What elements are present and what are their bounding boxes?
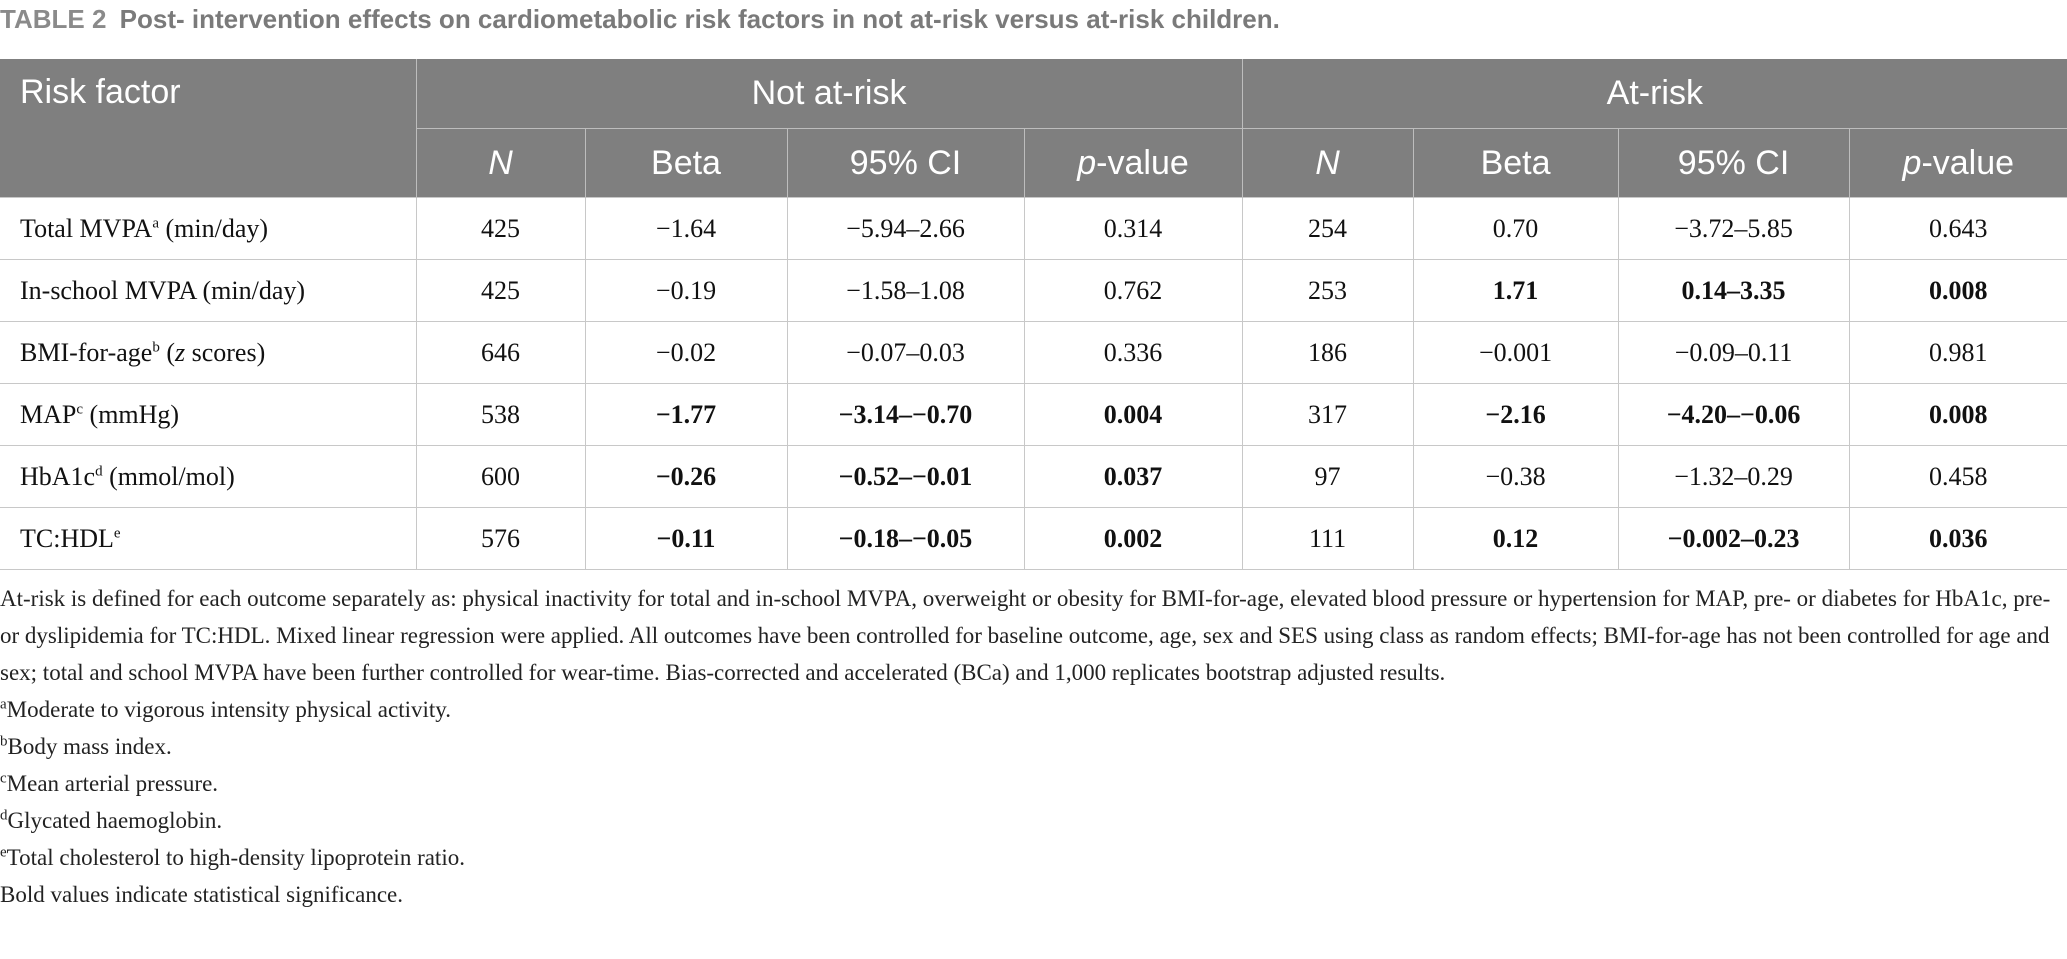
header-n: N — [1242, 128, 1414, 198]
table-title: Post- intervention effects on cardiometa… — [119, 4, 1280, 34]
table-caption: TABLE 2 Post- intervention effects on ca… — [0, 4, 1280, 35]
cell: 253 — [1241, 259, 1414, 322]
results-table: Risk factor Not at-risk At-risk N Beta 9… — [0, 59, 2067, 570]
cell-significant: −0.18–−0.05 — [786, 507, 1025, 570]
cell: 254 — [1241, 197, 1414, 260]
footnote-a: aModerate to vigorous intensity physical… — [0, 696, 452, 722]
cell-significant: 0.036 — [1848, 507, 2067, 570]
cell-significant: −1.77 — [584, 383, 788, 446]
cell-significant: 0.002 — [1023, 507, 1243, 570]
row-label: BMI-for-ageb (z scores) — [0, 321, 417, 384]
cell: 0.70 — [1412, 197, 1619, 260]
row-label: Total MVPAa (min/day) — [0, 197, 417, 260]
header-p-value: p-value — [1849, 128, 2067, 198]
header-at-risk: At-risk — [1242, 59, 2067, 129]
cell: 538 — [415, 383, 586, 446]
cell: −0.09–0.11 — [1617, 321, 1850, 384]
header-p-value: p-value — [1024, 128, 1243, 198]
table-row: In-school MVPA (min/day) 425 −0.19 −1.58… — [0, 259, 2067, 322]
cell: −1.58–1.08 — [786, 259, 1025, 322]
header-ci: 95% CI — [1618, 128, 1850, 198]
cell: 646 — [415, 321, 586, 384]
cell-significant: 0.004 — [1023, 383, 1243, 446]
cell: −3.72–5.85 — [1617, 197, 1850, 260]
cell: −5.94–2.66 — [786, 197, 1025, 260]
header-beta: Beta — [585, 128, 788, 198]
header-risk-factor: Risk factor — [0, 59, 417, 198]
notes-main: At-risk is defined for each outcome sepa… — [0, 586, 2051, 685]
cell: 0.981 — [1848, 321, 2067, 384]
cell: 0.458 — [1848, 445, 2067, 508]
cell: 576 — [415, 507, 586, 570]
cell: 0.643 — [1848, 197, 2067, 260]
cell: 0.314 — [1023, 197, 1243, 260]
table-row: MAPc (mmHg) 538 −1.77 −3.14–−0.70 0.004 … — [0, 383, 2067, 446]
cell: −0.02 — [584, 321, 788, 384]
cell-significant: 0.008 — [1848, 383, 2067, 446]
cell-significant: 0.037 — [1023, 445, 1243, 508]
table-row: BMI-for-ageb (z scores) 646 −0.02 −0.07–… — [0, 321, 2067, 384]
table-row: Total MVPAa (min/day) 425 −1.64 −5.94–2.… — [0, 197, 2067, 260]
cell: 97 — [1241, 445, 1414, 508]
cell: −0.07–0.03 — [786, 321, 1025, 384]
row-label: In-school MVPA (min/day) — [0, 259, 417, 322]
cell-significant: 0.14–3.35 — [1617, 259, 1850, 322]
cell-significant: −0.002–0.23 — [1617, 507, 1850, 570]
table-label: TABLE 2 — [0, 4, 107, 34]
cell: 317 — [1241, 383, 1414, 446]
cell-significant: −2.16 — [1412, 383, 1619, 446]
footnote-b: bBody mass index. — [0, 733, 172, 759]
cell: −0.38 — [1412, 445, 1619, 508]
cell-significant: 1.71 — [1412, 259, 1619, 322]
table-row: HbA1cd (mmol/mol) 600 −0.26 −0.52–−0.01 … — [0, 445, 2067, 508]
cell: 0.762 — [1023, 259, 1243, 322]
cell: 111 — [1241, 507, 1414, 570]
row-label: TC:HDLe — [0, 507, 417, 570]
header-n: N — [416, 128, 586, 198]
cell: −0.001 — [1412, 321, 1619, 384]
cell-significant: −4.20–−0.06 — [1617, 383, 1850, 446]
header-beta: Beta — [1413, 128, 1619, 198]
cell: 0.336 — [1023, 321, 1243, 384]
footnote-c: cMean arterial pressure. — [0, 770, 219, 796]
cell: −0.19 — [584, 259, 788, 322]
cell-significant: 0.008 — [1848, 259, 2067, 322]
table-row: TC:HDLe 576 −0.11 −0.18–−0.05 0.002 111 … — [0, 507, 2067, 570]
cell-significant: −0.26 — [584, 445, 788, 508]
cell: 186 — [1241, 321, 1414, 384]
bold-values-note: Bold values indicate statistical signifi… — [0, 882, 404, 907]
footnote-e: eTotal cholesterol to high-density lipop… — [0, 844, 465, 870]
header-ci: 95% CI — [787, 128, 1025, 198]
cell: −1.64 — [584, 197, 788, 260]
row-label: MAPc (mmHg) — [0, 383, 417, 446]
cell-significant: 0.12 — [1412, 507, 1619, 570]
cell: 425 — [415, 259, 586, 322]
header-not-at-risk: Not at-risk — [416, 59, 1243, 129]
cell: 600 — [415, 445, 586, 508]
cell-significant: −0.52–−0.01 — [786, 445, 1025, 508]
cell: 425 — [415, 197, 586, 260]
cell-significant: −3.14–−0.70 — [786, 383, 1025, 446]
table-notes: At-risk is defined for each outcome sepa… — [0, 580, 2060, 913]
cell-significant: −0.11 — [584, 507, 788, 570]
row-label: HbA1cd (mmol/mol) — [0, 445, 417, 508]
footnote-d: dGlycated haemoglobin. — [0, 807, 223, 833]
cell: −1.32–0.29 — [1617, 445, 1850, 508]
